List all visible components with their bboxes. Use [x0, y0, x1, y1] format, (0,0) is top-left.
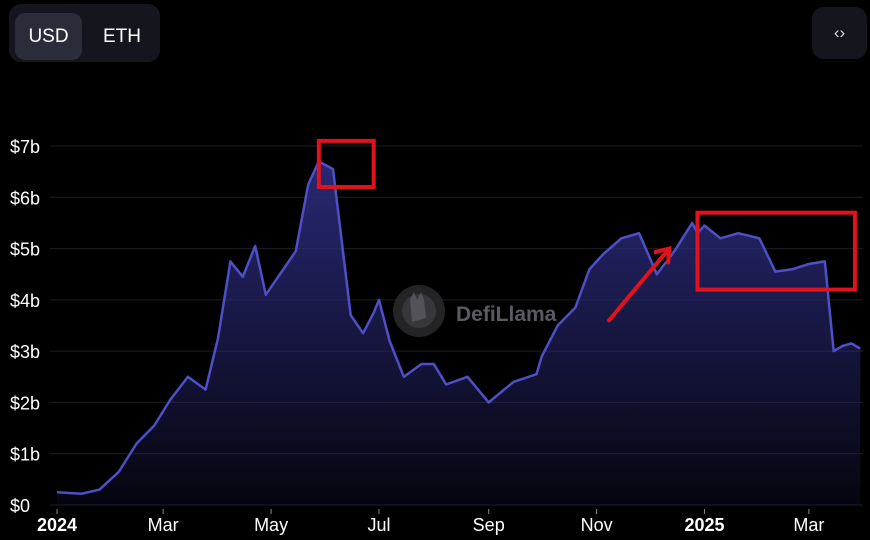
y-tick-label: $3b: [10, 342, 40, 362]
x-tick-label: Sep: [473, 515, 505, 535]
watermark-text: DefiLlama: [456, 303, 557, 326]
eth-toggle-button[interactable]: ETH: [103, 26, 141, 47]
x-axis: 2024 Mar Jul May Sep Nov 2025 Mar: [37, 509, 824, 535]
y-tick-label: $4b: [10, 291, 40, 311]
y-tick-label: $2b: [10, 393, 40, 413]
x-tick-label: May: [254, 515, 288, 535]
x-tick-label: Mar: [793, 515, 824, 535]
usd-toggle-button[interactable]: USD: [15, 13, 82, 60]
embed-button[interactable]: ‹›: [812, 7, 867, 59]
currency-toggle: USD ETH: [9, 4, 160, 62]
code-brackets-icon: ‹›: [833, 23, 846, 42]
y-tick-label: $0: [10, 496, 30, 516]
highlight-box: [695, 210, 857, 292]
annotations: [316, 138, 857, 323]
x-tick-label: Mar: [148, 515, 179, 535]
watermark: DefiLlama: [393, 285, 557, 337]
llama-logo-icon: [393, 285, 445, 337]
series-line: [56, 160, 861, 495]
highlight-box: [316, 138, 376, 190]
trend-arrow: [607, 246, 672, 323]
x-tick-label: 2024: [37, 515, 77, 535]
x-tick-label: 2025: [685, 515, 725, 535]
y-tick-label: $5b: [10, 240, 40, 260]
y-axis: $0 $1b $2b $3b $4b $5b $6b $7b: [10, 137, 40, 516]
y-tick-label: $1b: [10, 445, 40, 465]
area-fill: [57, 161, 861, 505]
x-tick-label: Nov: [581, 515, 613, 535]
y-tick-label: $7b: [10, 137, 40, 157]
x-tick-label: Jul: [367, 515, 390, 535]
trend-arrow-head: [653, 245, 672, 265]
y-tick-label: $6b: [10, 188, 40, 208]
